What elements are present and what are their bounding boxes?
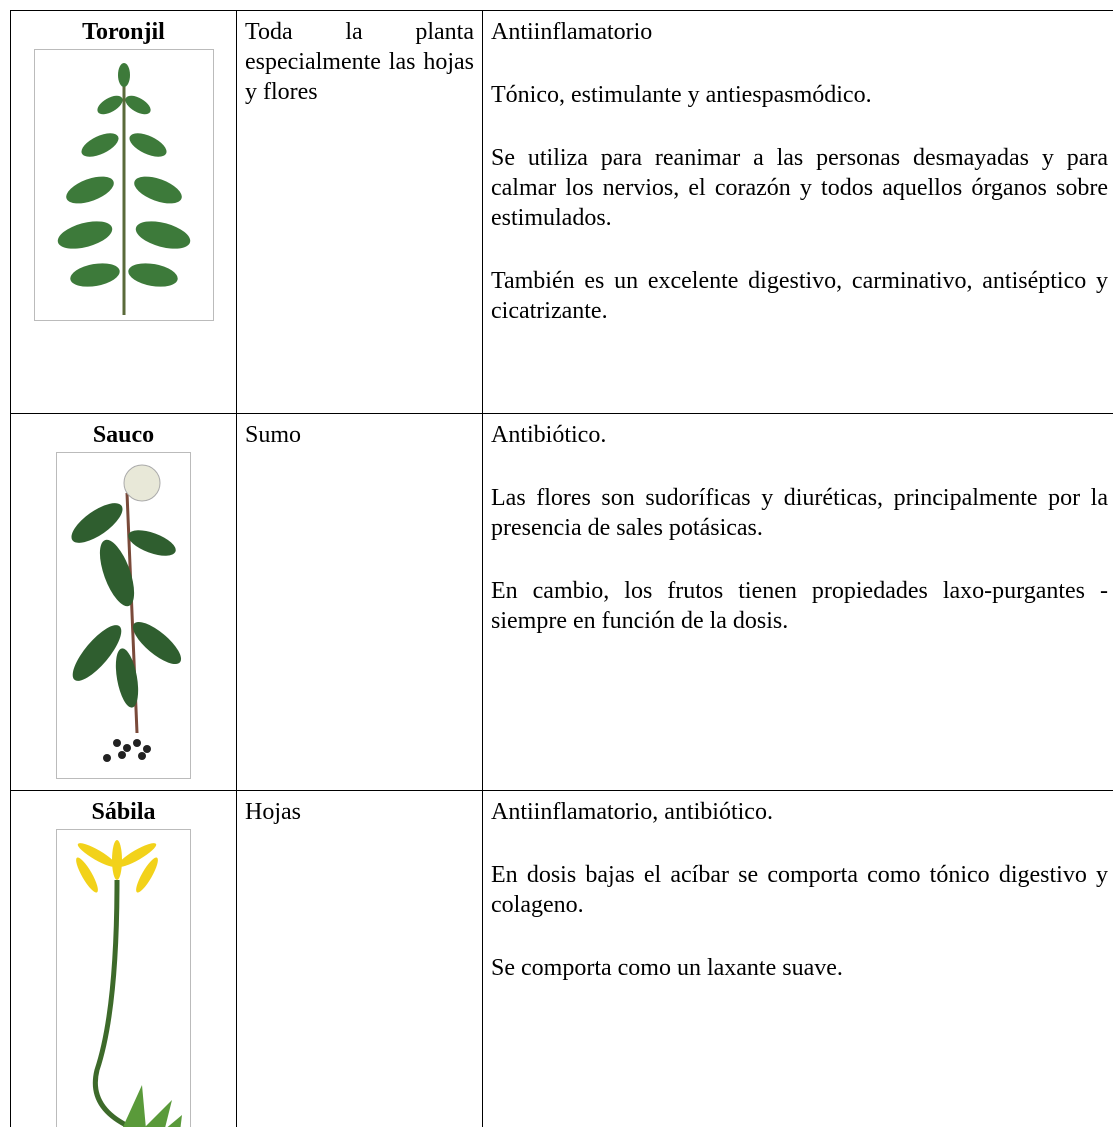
property: Se utiliza para reanimar a las personas … xyxy=(491,145,1108,231)
property: Tónico, estimulante y antiespasmódico. xyxy=(491,82,872,108)
properties-cell: Antiinflamatorio Tónico, estimulante y a… xyxy=(482,10,1113,414)
plant-name: Sábila xyxy=(91,799,156,825)
properties-cell: Antibiótico. Las flores son sudoríficas … xyxy=(482,413,1113,791)
cell: Toronjil xyxy=(10,10,237,414)
plant-image xyxy=(56,829,191,1127)
property: También es un excelente digestivo, carmi… xyxy=(491,268,1108,324)
usage-cell: Toda la planta especialmente las hojas y… xyxy=(236,10,483,414)
plant-image xyxy=(33,49,214,321)
table-row: Toronjil Toda la planta especialmente la… xyxy=(10,10,1113,414)
property: En dosis bajas el acíbar se comporta com… xyxy=(491,862,1108,918)
plant-name: Sauco xyxy=(92,422,155,448)
plants-table: Toronjil Toda la planta especialmente la… xyxy=(10,10,1113,1127)
usage-cell: Sumo xyxy=(236,413,483,791)
property: Antibiótico. xyxy=(491,422,607,448)
property: Las flores son sudoríficas y diuréticas,… xyxy=(491,485,1108,541)
properties-cell: Antiinflamatorio, antibiótico. En dosis … xyxy=(482,790,1113,1127)
property: Se comporta como un laxante suave. xyxy=(491,955,843,981)
cell: Sauco xyxy=(10,413,237,791)
property: Antiinflamatorio xyxy=(491,19,653,45)
cell: Sábila xyxy=(10,790,237,1127)
plant-name: Toronjil xyxy=(82,19,165,45)
table-row: Sábila Hojas Antiinflamatorio, antibióti… xyxy=(10,790,1113,1127)
property: En cambio, los frutos tienen propiedades… xyxy=(491,578,1108,634)
table-row: Sauco Sumo Antibiótico. Las flores son s… xyxy=(10,413,1113,791)
usage-cell: Hojas xyxy=(236,790,483,1127)
plant-image xyxy=(56,452,191,779)
property: Antiinflamatorio, antibiótico. xyxy=(491,799,773,825)
